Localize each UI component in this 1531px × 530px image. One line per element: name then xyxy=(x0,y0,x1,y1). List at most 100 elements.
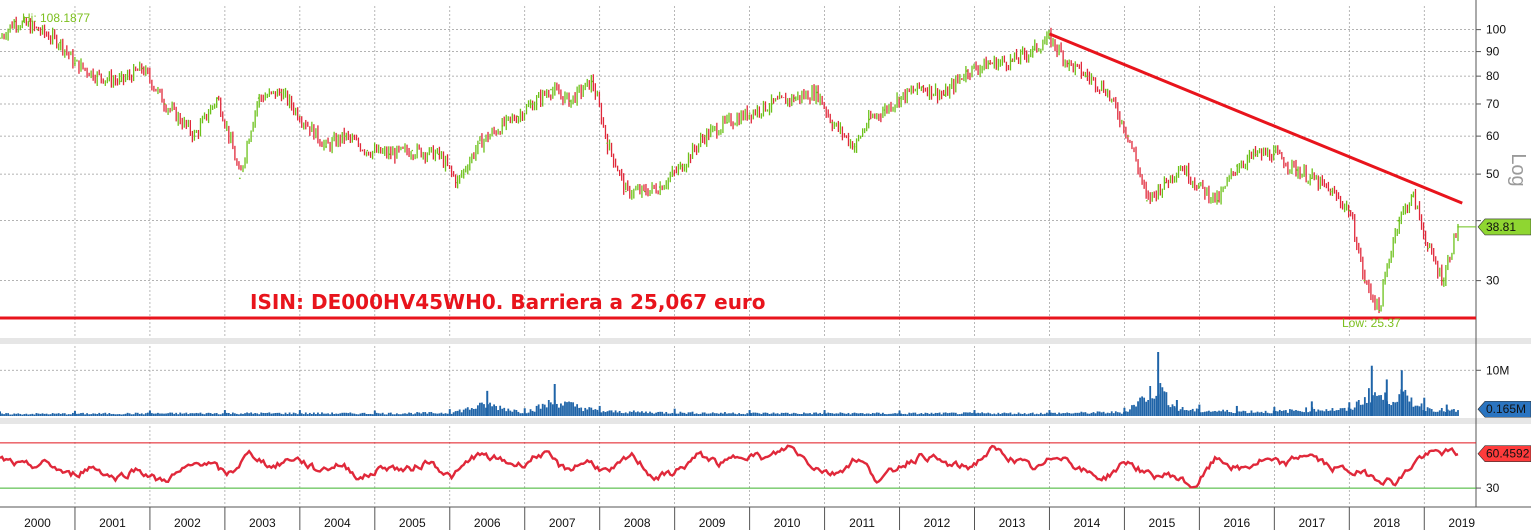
x-tick-label: 2002 xyxy=(174,516,201,530)
y-tick-label: 30 xyxy=(1486,274,1500,288)
price-point xyxy=(1311,177,1313,180)
price-point xyxy=(194,135,196,137)
x-tick-label: 2012 xyxy=(924,516,951,530)
price-point xyxy=(501,125,504,127)
grid-layer xyxy=(0,6,1476,505)
rsi-layer xyxy=(0,442,1476,489)
price-point xyxy=(1397,219,1399,222)
price-point xyxy=(681,165,683,167)
price-point xyxy=(1236,165,1238,167)
price-point xyxy=(239,177,241,180)
price-point xyxy=(1011,60,1013,62)
x-tick-label: 2018 xyxy=(1373,516,1400,530)
price-point xyxy=(1067,62,1070,65)
price-point xyxy=(216,97,219,99)
price-point xyxy=(625,190,627,193)
price-point xyxy=(516,115,519,118)
price-point xyxy=(748,112,751,114)
panel-separator xyxy=(0,418,1531,424)
price-point xyxy=(257,97,260,99)
x-tick-label: 2009 xyxy=(699,516,726,530)
volume-layer xyxy=(0,352,1459,416)
x-tick-label: 2013 xyxy=(999,516,1026,530)
price-point xyxy=(1363,279,1366,282)
x-tick-label: 2016 xyxy=(1224,516,1251,530)
y-tick-label: 80 xyxy=(1486,69,1500,83)
volume-tick-label: 10M xyxy=(1486,363,1509,377)
x-tick-label: 2004 xyxy=(324,516,351,530)
price-point xyxy=(59,41,61,44)
y-tick-label: 100 xyxy=(1486,23,1506,37)
last-price-tag: 38.81 xyxy=(1486,220,1516,234)
y-axis-title: Log xyxy=(1507,153,1529,186)
price-point xyxy=(1442,279,1444,282)
x-tick-label: 2010 xyxy=(774,516,801,530)
price-point xyxy=(550,88,552,91)
price-point xyxy=(437,153,440,156)
price-point xyxy=(411,149,414,152)
price-point xyxy=(1104,88,1107,91)
price-point xyxy=(1033,48,1036,51)
price-point xyxy=(921,86,923,88)
price-point xyxy=(1427,247,1429,250)
price-point xyxy=(456,181,459,184)
price-point xyxy=(344,135,346,137)
x-tick-label: 2015 xyxy=(1149,516,1176,530)
price-point xyxy=(1198,186,1201,188)
price-layer xyxy=(0,16,1459,314)
price-point xyxy=(531,103,534,105)
price-point xyxy=(568,100,571,102)
price-point xyxy=(883,109,886,111)
price-point xyxy=(966,70,968,72)
price-point xyxy=(141,67,144,70)
last-rsi-tag-box xyxy=(1477,445,1531,462)
price-point xyxy=(1296,169,1298,171)
price-point xyxy=(388,153,391,156)
x-tick-label: 2011 xyxy=(849,516,875,530)
price-point xyxy=(793,97,796,99)
price-point xyxy=(591,80,593,83)
x-tick-label: 2000 xyxy=(24,516,51,530)
price-point xyxy=(831,121,833,124)
price-point xyxy=(96,75,99,77)
low-label: Low: 25.37 xyxy=(1342,316,1401,330)
price-point xyxy=(1146,199,1148,202)
x-tick-label: 2006 xyxy=(474,516,501,530)
price-point xyxy=(478,142,481,144)
price-point xyxy=(1273,153,1276,156)
price-point xyxy=(280,91,282,94)
x-tick-label: 2014 xyxy=(1074,516,1101,530)
price-point xyxy=(14,20,16,23)
date-axis-band xyxy=(0,507,1531,530)
x-tick-label: 2007 xyxy=(549,516,576,530)
price-point xyxy=(119,80,121,83)
price-point xyxy=(299,115,301,118)
price-point xyxy=(643,190,646,193)
price-point xyxy=(988,62,991,65)
barrier-annotation: ISIN: DE000HV45WH0. Barriera a 25,067 eu… xyxy=(250,290,766,314)
price-point xyxy=(164,103,166,105)
price-point xyxy=(1217,199,1219,202)
x-tick-label: 2003 xyxy=(249,516,276,530)
price-point xyxy=(726,121,728,124)
price-point xyxy=(366,149,369,152)
high-label: Hi: 108.1877 xyxy=(22,11,90,25)
last-volume-tag: 0.165M xyxy=(1486,402,1526,416)
price-point xyxy=(1086,75,1088,77)
price-point xyxy=(1254,153,1257,156)
y-tick-label: 90 xyxy=(1486,45,1500,59)
annotation-layer: ISIN: DE000HV45WH0. Barriera a 25,067 eu… xyxy=(0,11,1531,462)
price-point xyxy=(36,28,39,31)
price-point xyxy=(703,135,706,137)
y-tick-label: 60 xyxy=(1486,129,1500,143)
price-point xyxy=(1329,190,1332,193)
panel-separator xyxy=(0,338,1531,344)
price-point xyxy=(1412,195,1414,197)
price-point xyxy=(1348,209,1351,212)
price-point xyxy=(74,62,76,65)
price-point xyxy=(943,94,946,97)
y-tick-label: 50 xyxy=(1486,167,1500,181)
